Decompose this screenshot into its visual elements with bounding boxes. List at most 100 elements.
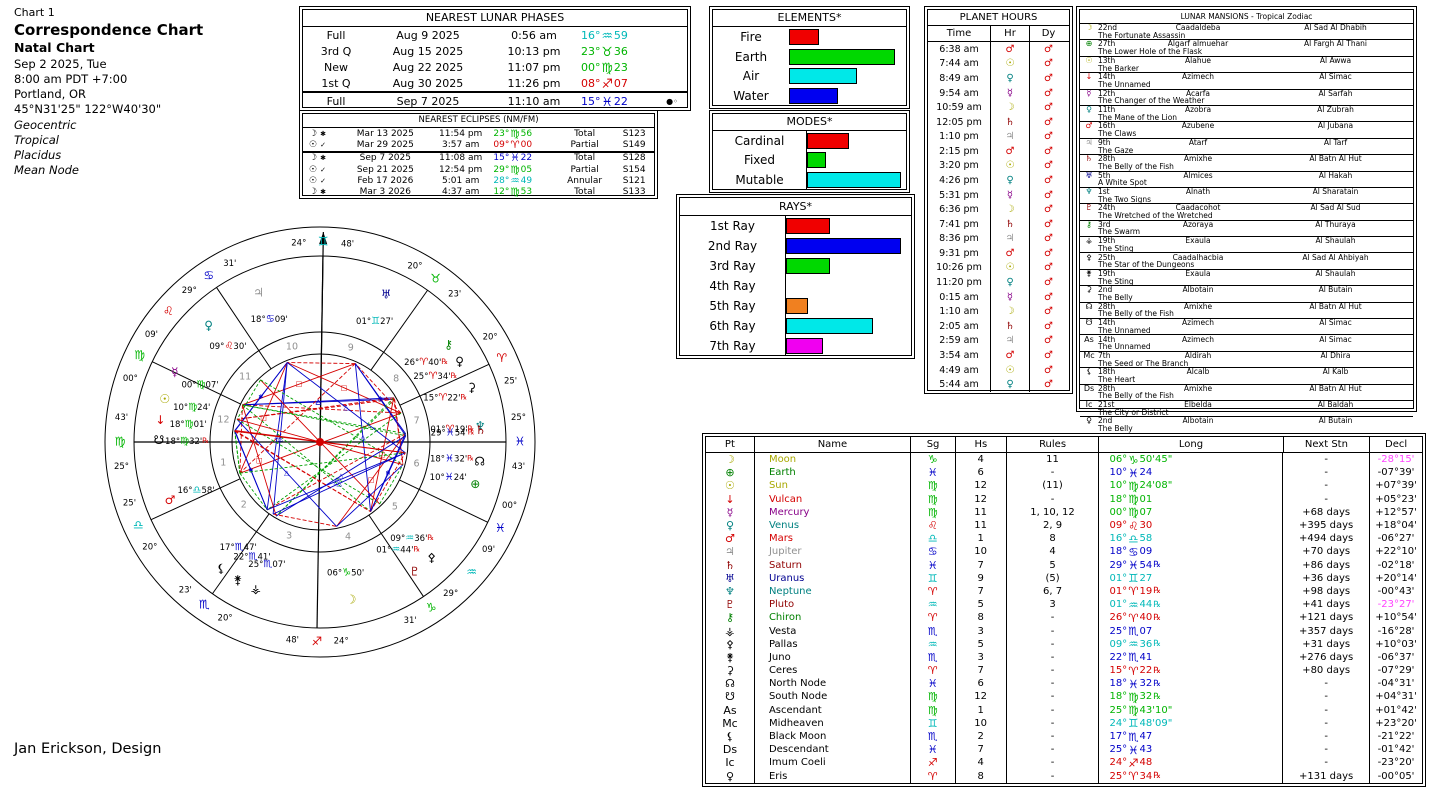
aries-sign-icon: ♈ xyxy=(927,769,938,783)
planet-sign-cell: ♓ xyxy=(909,466,955,480)
planet-position-label: 10°♍24' xyxy=(173,402,210,413)
lunar-mansion-row: ♅ 5th Almices Al Hakah A White Spot xyxy=(1080,170,1413,187)
phase-degree: 16° ♒ 59 xyxy=(581,28,657,43)
planet-next-station: +86 days xyxy=(1282,558,1369,572)
planet-sign-cell: ♈ xyxy=(909,769,955,783)
aspect-glyph-icon: ∗ xyxy=(248,467,254,475)
sagittarius-sign-icon: ♐ xyxy=(311,634,322,648)
mansion-description: The Claws xyxy=(1098,129,1137,138)
mansion-line1: ☽ 22nd Caadaldeba Al Sad Al Dhabih xyxy=(1080,24,1413,32)
planet-name: Venus xyxy=(753,518,910,533)
mansion-arabic-name: Al Jubana xyxy=(1317,121,1354,131)
planet-table-row: ☽ Moon ♑ 4 11 06° ♑ 50'45" - -28°15' xyxy=(706,453,1422,467)
eclipse-marker-icon: ✓ xyxy=(320,165,326,174)
zodiac-degree: 29° ♍ 05 xyxy=(493,164,532,176)
mansion-planet-cell: Mc xyxy=(1080,352,1098,360)
mansion-arabic-name: Al Thuraya xyxy=(1315,219,1356,229)
planet-next-station: - xyxy=(1282,690,1369,704)
planet-declination: +01°42' xyxy=(1369,703,1422,717)
degree-min: 32 xyxy=(1139,691,1153,703)
bar-value xyxy=(786,318,873,334)
juno-icon: ⚵ xyxy=(725,650,734,664)
planet-house: 11 xyxy=(954,518,1006,533)
planet-declination: -28°15' xyxy=(1369,453,1422,467)
degree-min: 22 xyxy=(1139,665,1153,677)
elements-bar-row: Air xyxy=(713,66,906,86)
planet-position-label: 01°♈19'℞ xyxy=(430,424,474,435)
sun-icon: ☉ xyxy=(309,139,318,150)
planet-glyph-cell: ♀ xyxy=(706,770,754,783)
degree-min: 44 xyxy=(1139,599,1153,611)
planet-longitude: 01° ♒ 44 ℞ xyxy=(1098,598,1282,612)
planet-next-station: - xyxy=(1282,703,1369,717)
virgo-sign-icon: ♍ xyxy=(927,690,938,704)
planet-declination: -00°05' xyxy=(1369,769,1422,783)
bar-category-label: 1st Ray xyxy=(710,219,755,233)
mansion-line1: ☊ 28th Amixhe Al Batn Al Hut xyxy=(1080,303,1413,311)
planet-rules: 1, 10, 12 xyxy=(1005,505,1099,519)
planet-sign-cell: ♍ xyxy=(909,690,955,704)
lunar-mansion-row: ↓ 14th Azimech Al Simac The Unnamed xyxy=(1080,72,1413,88)
eclipses-title: NEAREST ECLIPSES (NM/FM) xyxy=(303,114,654,128)
house-number-9: 9 xyxy=(348,342,354,353)
eclipse-time: 11:08 am xyxy=(439,153,483,164)
planet-hours-panel: PLANET HOURS Time Hr Dy 6:38 am ♂ ♂ 7:44 am ☉ ♂ 8… xyxy=(924,6,1073,394)
zodiac-degree: 10° ♍ 24'08" xyxy=(1109,479,1172,493)
col-header-sg: Sg xyxy=(910,437,955,452)
hour-ruler-cell: ☿ xyxy=(990,85,1029,101)
aspect-line xyxy=(239,452,406,474)
planet-next-station: - xyxy=(1282,729,1369,744)
planet-glyph-cell: ♂ xyxy=(706,532,754,545)
eclipse-saros: S128 xyxy=(622,153,646,164)
phase-time: 11:26 pm xyxy=(507,76,561,90)
cusp-line-house-6 xyxy=(399,479,489,523)
mansion-ordinal: 7th xyxy=(1098,350,1111,360)
planet-hour-row: 10:26 pm ☉ ♂ xyxy=(928,260,1069,276)
scorpio-sign-icon: ♏ xyxy=(199,598,210,612)
mansion-ordinal: 13th xyxy=(1098,55,1116,65)
elements-bar-row: Fire xyxy=(713,27,906,47)
zodiac-degree: 25° ♈ 34 ℞ xyxy=(1109,769,1160,783)
vulcan-icon: ↓ xyxy=(155,413,165,427)
sn-icon: ☋ xyxy=(1085,318,1093,328)
chiron-icon: ⚷ xyxy=(444,337,453,351)
bar-track xyxy=(785,236,911,256)
degree-num: 15° xyxy=(581,94,601,108)
eclipse-body-cell: ☽ ✱ xyxy=(303,129,343,139)
aries-sign-icon: ♈ xyxy=(496,351,507,365)
eclipse-date: Sep 7 2025 xyxy=(359,153,411,164)
planet-sign-cell: ♓ xyxy=(909,558,955,572)
planet-position-label: 18°♍01' xyxy=(170,419,207,430)
mansion-ordinal: 19th xyxy=(1098,236,1116,246)
setting-node-type: Mean Node xyxy=(14,163,80,178)
venus-icon: ♀ xyxy=(1006,277,1014,289)
planet-glyph-cell: ♇ xyxy=(706,598,754,611)
hour-ruler-cell: ♃ xyxy=(990,231,1029,247)
planet-house: 10 xyxy=(954,545,1006,559)
bar-track xyxy=(806,131,906,151)
scorpio-sign-icon: ♏ xyxy=(927,650,938,664)
planet-name: Earth xyxy=(753,466,910,480)
planet-name: Descendant xyxy=(753,743,910,757)
planet-position-label: 18°♋09' xyxy=(251,314,288,325)
mansion-description: The Lower Hole of the Flask xyxy=(1098,47,1203,56)
aspect-line xyxy=(275,398,395,517)
planet-table-row: ♀ Venus ♌ 11 2, 9 09° ♌ 30 +395 days +18°04' xyxy=(706,518,1422,533)
planet-sign-cell: ♊ xyxy=(909,571,955,585)
hour-ruler-cell: ♂ xyxy=(990,246,1029,261)
day-ruler-cell: ♂ xyxy=(1029,129,1067,145)
virgo-sign-icon: ♍ xyxy=(115,435,126,449)
saturn-icon: ♄ xyxy=(1005,116,1015,128)
hour-ruler-cell: ♄ xyxy=(990,216,1029,232)
gemini-sign-icon: ♊ xyxy=(1128,571,1139,586)
planet-next-station: +357 days xyxy=(1282,624,1369,638)
phase-time: 0:56 am xyxy=(511,28,557,42)
eris-icon: ♀ xyxy=(455,354,464,368)
virgo-sign-icon: ♍ xyxy=(134,348,145,362)
venus-icon: ♀ xyxy=(1006,174,1014,186)
planet-rules: - xyxy=(1005,466,1099,480)
planet-hour-row: 4:26 pm ♀ ♂ xyxy=(928,173,1069,188)
mansion-ordinal: 3rd xyxy=(1098,219,1111,229)
planet-rules: - xyxy=(1005,729,1099,744)
house-number-11: 11 xyxy=(239,372,251,383)
